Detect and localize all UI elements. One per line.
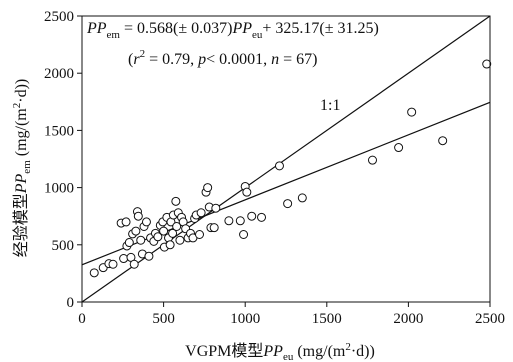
y-axis-title: 经验模型PPem (mg/(m2·d)) [11,79,33,258]
y-axis-ticks: 0 500 1000 1500 2000 2500 [44,9,82,311]
data-point [159,226,169,236]
data-point [438,136,448,146]
data-point [153,232,163,242]
data-point [121,217,131,227]
data-point [367,155,377,165]
stats-open: ( [128,51,133,68]
x-tick-label: 2000 [393,311,423,327]
data-point [168,228,178,238]
stats-r-sup: 2 [140,48,146,60]
data-point [171,196,181,206]
data-point [482,59,492,69]
data-point [129,259,139,269]
y-title-var: PP [13,173,30,194]
y-tick-label: 1500 [44,123,74,139]
x-title-var: PP [262,343,283,360]
eq-var1: PP [86,20,107,37]
eq-sub1: em [107,29,121,41]
data-point [89,268,99,278]
data-point [196,208,206,218]
x-axis-title: VGPM模型PPeu (mg/(m2·d)) [185,341,375,362]
stats-r: r [133,51,140,68]
y-title-unit-pre: (mg/(m [13,108,30,161]
y-tick-label: 0 [67,295,75,311]
data-point [224,216,234,226]
data-point [407,107,417,117]
x-tick-label: 2500 [475,311,505,327]
stats-r-val: = 0.79, [145,51,198,68]
data-point [394,143,404,153]
data-point [165,240,175,250]
stats-p: p [197,51,206,68]
eq-text1: = 0.568(± 0.037) [120,20,232,37]
stats-p-val: < 0.0001, [206,51,271,68]
x-tick-label: 1000 [230,311,260,327]
eq-var2: PP [231,20,252,37]
regression-equation: PPem = 0.568(± 0.037)PPeu+ 325.17(± 31.2… [86,20,379,41]
data-point [283,199,293,209]
data-point [141,217,151,227]
y-title-main: 经验模型 [12,193,30,257]
stats-n-val: = 67) [279,51,317,68]
y-tick-label: 2000 [44,66,74,82]
eq-sub2: eu [252,29,263,41]
data-point [195,230,205,240]
data-point [124,238,134,248]
x-tick-label: 1500 [312,311,342,327]
data-point [175,235,185,245]
y-tick-label: 1000 [44,181,74,197]
data-point [133,211,143,221]
y-title-sup: 2 [11,103,23,109]
x-title-main: VGPM模型 [185,342,263,360]
x-tick-label: 500 [152,311,175,327]
stats-n: n [271,51,279,68]
data-point [257,212,267,222]
data-point [274,161,284,171]
regression-stats: (r2 = 0.79, p< 0.0001, n = 67) [128,48,317,68]
data-point [242,187,252,197]
data-points [89,59,492,278]
x-title-sub: eu [283,351,294,362]
y-tick-label: 2500 [44,9,74,25]
data-point [247,211,257,221]
data-point [203,183,213,193]
x-title-unit-post: ·d)) [351,343,375,360]
data-point [235,216,245,226]
data-point [131,226,141,236]
one-to-one-label: 1:1 [320,97,340,114]
data-point [119,254,129,264]
data-point [209,223,219,233]
data-point [136,235,146,245]
data-point [239,230,249,240]
x-tick-label: 0 [78,311,86,327]
x-title-sup: 2 [345,341,351,353]
data-point [297,193,307,203]
y-title-unit-post: ·d)) [13,79,30,103]
data-point [144,251,154,261]
y-title-sub: em [21,160,33,174]
eq-text2: + 325.17(± 31.25) [262,20,378,37]
x-title-unit-pre: (mg/(m [293,343,346,360]
data-point [108,259,118,269]
plot-frame [81,15,491,303]
y-tick-label: 500 [52,238,75,254]
data-point [211,203,221,213]
x-axis-ticks: 0 500 1000 1500 2000 2500 [78,302,505,327]
data-point [172,221,182,231]
